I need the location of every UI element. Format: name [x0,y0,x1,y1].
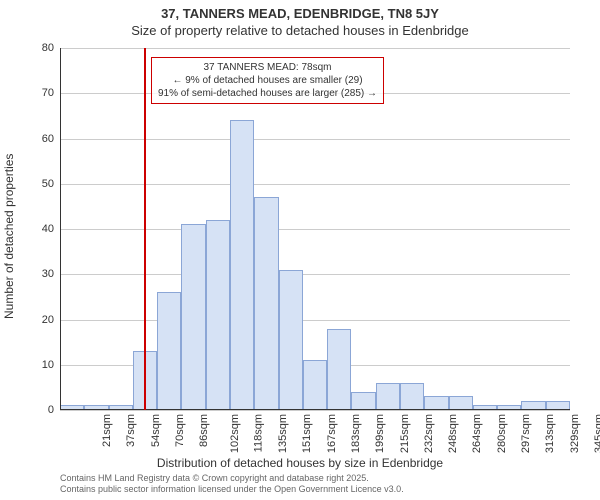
footnote-line: Contains public sector information licen… [60,484,404,495]
footnote-line: Contains HM Land Registry data © Crown c… [60,473,404,484]
x-tick-label: 248sqm [447,414,459,453]
x-tick-label: 70sqm [174,414,186,447]
y-tick-label: 50 [24,178,54,190]
chart-footnote: Contains HM Land Registry data © Crown c… [60,473,404,495]
y-tick-label: 20 [24,314,54,326]
histogram-bar [230,120,254,410]
x-tick-label: 135sqm [277,414,289,453]
x-tick-label: 118sqm [252,414,264,452]
y-tick-label: 10 [24,359,54,371]
histogram-bar [254,197,278,410]
histogram-bar [279,270,303,410]
histogram-bar [327,329,351,410]
x-tick-label: 86sqm [198,414,210,447]
y-tick-label: 70 [24,87,54,99]
x-tick-label: 102sqm [229,414,241,453]
x-tick-label: 167sqm [326,414,338,453]
marker-line [144,48,146,410]
histogram-bar [449,396,473,410]
x-tick-label: 21sqm [101,414,113,447]
x-tick-label: 54sqm [150,414,162,447]
grid-line [60,48,570,49]
histogram-bar [351,392,375,410]
histogram-bar [181,224,205,410]
chart-title-address: 37, TANNERS MEAD, EDENBRIDGE, TN8 5JY [0,0,600,21]
grid-line [60,274,570,275]
histogram-bar [303,360,327,410]
grid-line [60,320,570,321]
x-tick-label: 215sqm [399,414,411,453]
x-tick-label: 280sqm [496,414,508,453]
x-tick-label: 183sqm [350,414,362,453]
annotation-line: ← 9% of detached houses are smaller (29) [158,74,377,87]
x-tick-label: 264sqm [472,414,484,453]
histogram-bar [157,292,181,410]
y-tick-label: 80 [24,42,54,54]
x-tick-label: 199sqm [374,414,386,453]
y-tick-label: 40 [24,223,54,235]
grid-line [60,184,570,185]
y-tick-label: 0 [24,404,54,416]
histogram-bar [400,383,424,410]
x-tick-label: 329sqm [569,414,581,453]
histogram-bar [424,396,448,410]
x-tick-label: 37sqm [125,414,137,447]
annotation-box: 37 TANNERS MEAD: 78sqm← 9% of detached h… [151,57,384,104]
grid-line [60,229,570,230]
annotation-line: 91% of semi-detached houses are larger (… [158,87,377,100]
x-tick-label: 232sqm [423,414,435,453]
grid-line [60,410,570,411]
x-tick-label: 313sqm [544,414,556,453]
grid-line [60,139,570,140]
y-tick-label: 60 [24,133,54,145]
x-tick-label: 345sqm [593,414,600,453]
y-axis-label: Number of detached properties [2,154,16,319]
plot-area: 37 TANNERS MEAD: 78sqm← 9% of detached h… [60,48,570,410]
histogram-bar [206,220,230,410]
x-tick-label: 151sqm [302,414,314,453]
x-tick-label: 297sqm [520,414,532,453]
annotation-line: 37 TANNERS MEAD: 78sqm [158,61,377,74]
x-axis-label: Distribution of detached houses by size … [0,456,600,470]
histogram-bar [376,383,400,410]
y-tick-label: 30 [24,268,54,280]
property-size-chart: 37, TANNERS MEAD, EDENBRIDGE, TN8 5JY Si… [0,0,600,500]
chart-title-desc: Size of property relative to detached ho… [0,21,600,38]
